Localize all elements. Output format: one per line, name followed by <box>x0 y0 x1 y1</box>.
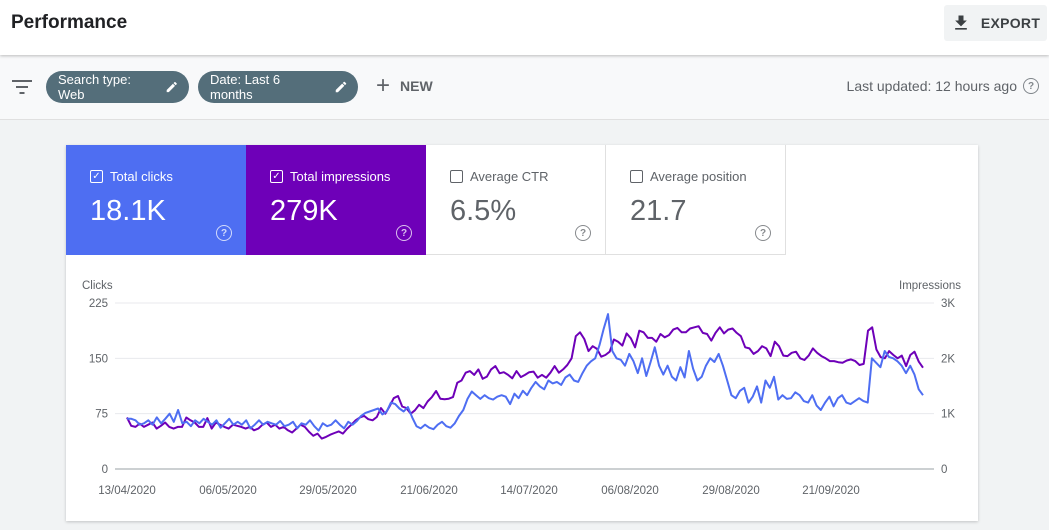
metric-total-impressions[interactable]: ✓ Total impressions 279K ? <box>246 145 426 255</box>
metric-label: Average position <box>650 169 747 184</box>
help-icon[interactable]: ? <box>1023 78 1039 94</box>
help-icon[interactable]: ? <box>755 225 771 241</box>
checkbox-checked-icon[interactable]: ✓ <box>90 170 103 183</box>
metric-average-ctr[interactable]: Average CTR 6.5% ? <box>426 145 606 255</box>
chip-label: Search type: Web <box>58 72 131 102</box>
last-updated-text: Last updated: 12 hours ago <box>846 78 1017 94</box>
metric-label: Total clicks <box>110 169 173 184</box>
metric-average-position[interactable]: Average position 21.7 ? <box>606 145 786 255</box>
new-filter-button[interactable]: + NEW <box>376 72 433 99</box>
top-bar: Performance EXPORT <box>0 0 1049 55</box>
performance-card: ✓ Total clicks 18.1K ? ✓ Total impressions… <box>66 145 978 521</box>
filter-bar: Search type: Web Date: Last 6 months + N… <box>0 55 1049 120</box>
plus-icon: + <box>376 72 391 99</box>
date-range-chip[interactable]: Date: Last 6 months <box>198 71 358 103</box>
help-icon[interactable]: ? <box>216 225 232 241</box>
checkbox-checked-icon[interactable]: ✓ <box>270 170 283 183</box>
metric-value: 6.5% <box>450 195 517 227</box>
pencil-icon <box>335 81 347 93</box>
checkbox-unchecked-icon[interactable] <box>450 170 463 183</box>
metric-value: 21.7 <box>630 195 687 227</box>
metric-label: Total impressions <box>290 169 391 184</box>
checkbox-unchecked-icon[interactable] <box>630 170 643 183</box>
metric-label: Average CTR <box>470 169 549 184</box>
new-label: NEW <box>400 78 433 94</box>
metric-total-clicks[interactable]: ✓ Total clicks 18.1K ? <box>66 145 246 255</box>
last-updated: Last updated: 12 hours ago ? <box>847 78 1039 94</box>
page-title: Performance <box>11 12 128 33</box>
search-type-chip[interactable]: Search type: Web <box>46 71 189 103</box>
metric-value: 18.1K <box>90 195 166 227</box>
filter-list-icon[interactable] <box>12 78 32 96</box>
export-label: EXPORT <box>980 15 1041 31</box>
export-button[interactable]: EXPORT <box>944 5 1047 41</box>
download-icon <box>954 15 967 30</box>
pencil-icon <box>167 81 178 93</box>
help-icon[interactable]: ? <box>396 225 412 241</box>
help-icon[interactable]: ? <box>575 225 591 241</box>
metric-value: 279K <box>270 195 338 227</box>
chip-label: Date: Last 6 months <box>210 72 281 102</box>
